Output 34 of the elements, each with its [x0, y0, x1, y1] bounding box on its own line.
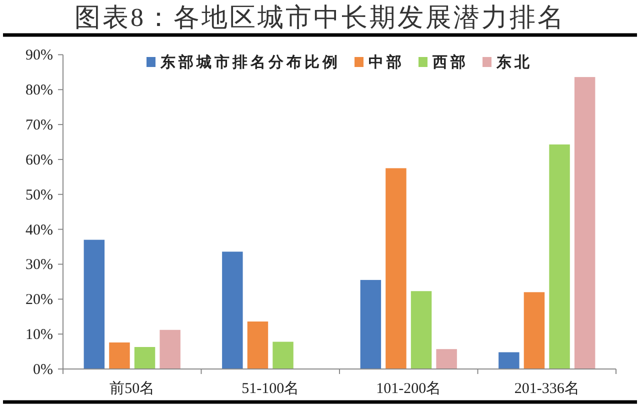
- bar: [247, 322, 268, 369]
- y-tick-label: 50%: [26, 187, 53, 204]
- legend-label: 中部: [368, 53, 404, 71]
- bar: [222, 252, 243, 369]
- x-tick-label: 201-336名: [514, 380, 580, 397]
- y-tick-label: 30%: [26, 257, 53, 274]
- bar: [498, 352, 520, 369]
- x-tick-label: 101-200名: [376, 380, 442, 397]
- x-tick-label: 前50名: [110, 380, 155, 397]
- legend-label: 东北: [496, 53, 532, 71]
- y-tick-label: 90%: [26, 48, 53, 64]
- bar: [84, 240, 105, 369]
- y-tick-label: 80%: [26, 82, 53, 99]
- y-tick-label: 70%: [26, 118, 53, 134]
- bar: [134, 347, 156, 369]
- bar: [574, 77, 596, 369]
- y-tick-label: 10%: [26, 327, 53, 344]
- bar: [410, 291, 432, 369]
- legend-label: 东部城市排名分布比例: [160, 53, 340, 71]
- bar: [160, 330, 180, 369]
- x-tick-label: 51-100名: [242, 380, 300, 397]
- bar: [360, 280, 382, 369]
- y-tick-label: 20%: [26, 292, 53, 308]
- chart-title: 图表8：各地区城市中长期发展潜力排名: [74, 3, 566, 32]
- bar: [272, 342, 294, 369]
- bar: [436, 349, 457, 369]
- y-tick-label: 40%: [26, 222, 53, 238]
- bar: [386, 168, 406, 369]
- bar: [109, 342, 130, 369]
- legend-label: 西部: [432, 53, 468, 71]
- bar: [524, 292, 545, 369]
- bar: [549, 144, 570, 369]
- y-tick-label: 0%: [33, 362, 53, 378]
- y-tick-label: 60%: [26, 152, 53, 168]
